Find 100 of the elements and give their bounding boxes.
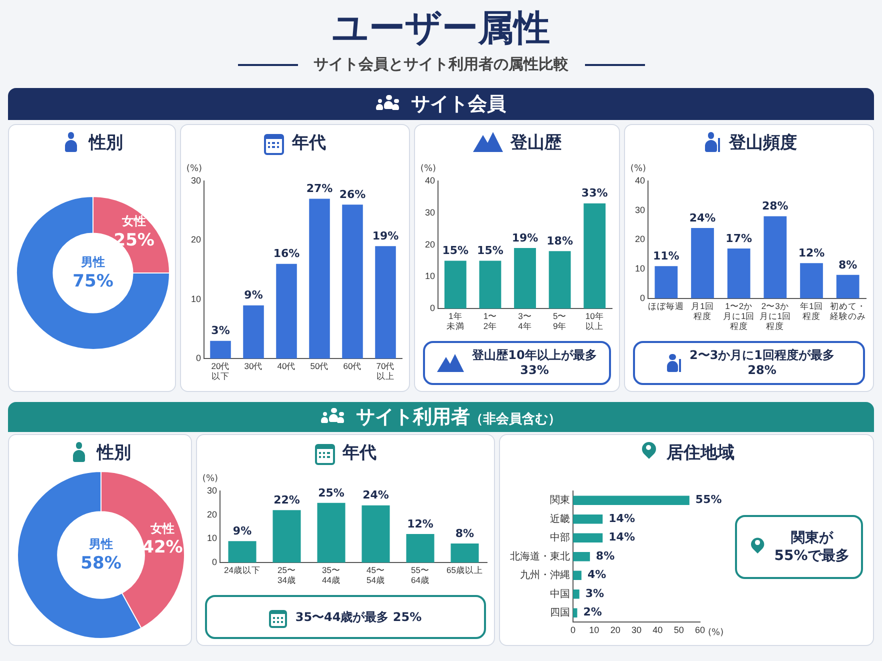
bar	[573, 533, 603, 542]
x-tick-label: 60	[694, 625, 706, 636]
text: サイト会員とサイト利用者の属性比較	[314, 55, 568, 74]
slice-label: 女性	[149, 521, 174, 536]
y-tick-label: 30	[424, 207, 436, 218]
data-label: 2%	[583, 606, 602, 619]
data-label: 14%	[608, 512, 635, 525]
x-tick-label: 1年未満	[446, 311, 464, 332]
bar	[727, 248, 750, 298]
bar	[573, 608, 578, 618]
bar	[573, 514, 603, 524]
data-label: 16%	[273, 247, 300, 260]
chart-title: 登山頻度	[729, 132, 797, 154]
data-label: 22%	[274, 493, 300, 506]
y-tick-label: 四国	[550, 608, 570, 619]
chart-title: 居住地域	[666, 442, 734, 464]
y-tick-label: 近畿	[550, 512, 570, 525]
data-label: 25%	[318, 486, 344, 500]
x-tick-label: 50	[674, 625, 684, 636]
y-tick-label: 20	[634, 234, 646, 244]
bar	[444, 260, 466, 309]
x-tick-label: 1〜2か月に1回程度	[722, 300, 755, 332]
bar	[276, 264, 297, 359]
bar	[573, 570, 582, 580]
text: 2〜3か月に1回程度が最多 28%	[689, 348, 835, 378]
x-tick-label: 5〜9年	[552, 311, 567, 332]
y-tick-label: 20	[424, 239, 436, 250]
x-tick-label: 35〜44歳	[322, 565, 340, 586]
text: 登山歴10年以上が最多 33%	[472, 348, 597, 378]
x-tick-label: 65歳以上	[446, 565, 483, 576]
y-tick-label: 30	[190, 175, 202, 186]
text: サイト会員	[411, 92, 506, 117]
bar	[800, 263, 823, 298]
data-label: 12%	[798, 246, 825, 260]
data-label: 55%	[695, 493, 722, 506]
x-axis-title: (%)	[708, 628, 724, 638]
bar	[362, 505, 390, 563]
text: （非会員含む）	[470, 412, 562, 427]
slice-label: 男性	[88, 537, 113, 552]
data-label: 3%	[585, 586, 604, 600]
x-tick-label: 1〜2年	[483, 311, 498, 332]
y-tick-label: 中国	[550, 588, 570, 600]
bar	[375, 246, 396, 359]
x-tick-label: 70代以上	[376, 361, 395, 382]
y-tick-label: 10	[634, 264, 646, 274]
data-label: 42%	[142, 538, 183, 558]
x-tick-label: ほぼ毎週	[648, 300, 684, 311]
data-label: 3%	[211, 324, 230, 338]
bar	[309, 198, 330, 359]
data-label: 14%	[608, 530, 635, 544]
y-tick-label: 20	[190, 234, 202, 245]
bar	[317, 502, 346, 563]
x-tick-label: 3〜4年	[518, 311, 532, 332]
bar	[243, 305, 264, 359]
y-tick-label: 0	[640, 292, 646, 303]
x-tick-label: 24歳以下	[224, 565, 260, 576]
y-axis-title: (%)	[630, 164, 646, 174]
data-label: 75%	[72, 271, 114, 292]
text: 関東が 55%で最多	[774, 529, 850, 565]
data-label: 9%	[244, 288, 263, 302]
data-label: 8%	[455, 526, 474, 540]
data-label: 17%	[726, 232, 752, 245]
y-axis-title: (%)	[420, 164, 436, 174]
bar	[573, 552, 590, 562]
y-tick-label: 10	[206, 533, 218, 544]
bar	[573, 496, 690, 506]
x-tick-label: 50代	[310, 361, 329, 372]
chart-title: 登山歴	[510, 132, 562, 154]
bar	[479, 260, 502, 309]
y-tick-label: 40	[634, 175, 646, 186]
x-tick-label: 60代	[343, 361, 362, 372]
y-tick-label: 北海道・東北	[510, 550, 570, 562]
data-label: 26%	[339, 188, 366, 202]
data-label: 19%	[372, 229, 399, 242]
x-tick-label: 30代	[244, 361, 263, 372]
x-tick-label: 45〜54歳	[366, 565, 385, 586]
data-label: 24%	[362, 488, 389, 502]
bar	[764, 216, 787, 298]
y-tick-label: 中部	[550, 532, 570, 544]
bar	[272, 510, 301, 563]
data-label: 15%	[442, 244, 469, 258]
x-tick-label: 10年以上	[585, 311, 604, 332]
x-tick-label: 25〜34歳	[278, 565, 296, 586]
data-label: 27%	[306, 182, 333, 196]
x-tick-label: 55〜64歳	[411, 565, 430, 586]
bar	[691, 228, 714, 298]
bar	[584, 203, 606, 309]
text: 35〜44歳が最多 25%	[295, 610, 422, 624]
chart-title: 性別	[97, 442, 131, 464]
x-tick-label: 年1回程度	[800, 300, 823, 322]
bar	[836, 274, 860, 298]
bar	[342, 204, 363, 359]
x-tick-label: 40代	[277, 361, 296, 372]
y-tick-label: 10	[424, 271, 436, 282]
y-tick-label: 関東	[550, 494, 570, 506]
data-label: 18%	[546, 234, 573, 248]
chart-title: 年代	[292, 132, 326, 154]
bar	[548, 251, 571, 309]
data-label: 8%	[838, 258, 858, 272]
x-tick-label: 20	[610, 625, 620, 636]
